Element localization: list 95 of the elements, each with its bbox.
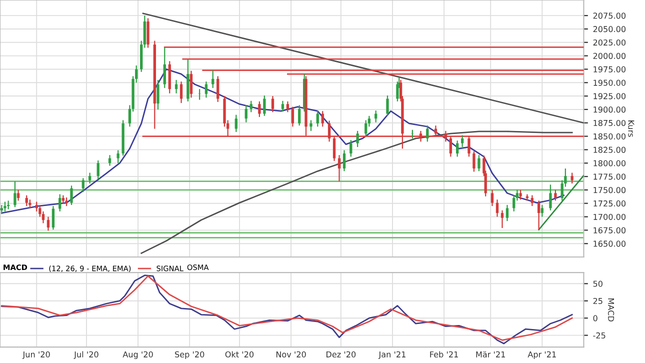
y-tick-label: 1700.00: [594, 214, 626, 220]
candlestick: [396, 81, 399, 102]
candlestick: [4, 201, 6, 212]
x-tick-label: Apr '21: [528, 351, 556, 359]
candlestick: [490, 189, 494, 207]
y-tick-label: 1925.00: [594, 93, 626, 100]
candlestick: [14, 180, 16, 208]
candlestick: [356, 130, 359, 148]
candlestick: [263, 94, 266, 116]
y-tick-label: 50: [593, 280, 602, 287]
y-tick-label: 1950.00: [594, 80, 626, 86]
candlestick: [342, 150, 346, 172]
candlestick: [16, 189, 20, 202]
y-tick-label: 25: [593, 298, 602, 304]
y-tick-label: 1800.00: [594, 160, 626, 166]
candlestick: [250, 100, 252, 113]
candlestick: [537, 200, 540, 230]
candlestick: [460, 134, 464, 148]
y-tick-label: 1900.00: [594, 106, 626, 113]
candlestick: [540, 204, 544, 218]
x-tick-label: Okt '20: [225, 351, 254, 358]
candlestick: [570, 172, 574, 184]
y-tick-label: 1825.00: [594, 146, 626, 153]
x-tick-label: Mär '21: [476, 351, 505, 358]
candlestick: [156, 79, 160, 110]
y-tick-label: 2050.00: [593, 26, 626, 32]
y-tick-label: -25: [593, 332, 606, 338]
candlestick: [216, 76, 220, 102]
x-tick-label: Jul '20: [74, 351, 98, 359]
x-tick-label: Nov '20: [276, 351, 306, 358]
candlestick: [96, 160, 100, 180]
x-tick-label: Feb '21: [430, 351, 458, 358]
candlestick: [281, 100, 284, 112]
candlestick: [25, 194, 28, 207]
candlestick: [549, 184, 552, 211]
candlestick: [174, 79, 178, 94]
candlestick: [316, 110, 319, 128]
candlestick: [180, 81, 183, 104]
candlestick: [271, 95, 274, 113]
candlestick: [554, 189, 557, 202]
candlestick: [82, 178, 84, 193]
candlestick: [530, 194, 534, 207]
candlestick: [500, 210, 504, 229]
candlestick: [310, 120, 312, 132]
candlestick: [286, 100, 290, 113]
x-tick-label: Jan '21: [378, 351, 406, 359]
candlestick: [234, 114, 238, 133]
candlestick: [146, 18, 150, 48]
x-tick-label: Dez '20: [326, 351, 356, 358]
y-tick-label: 1850.00: [594, 133, 626, 140]
candlestick: [338, 154, 341, 182]
y-tick-label: 1975.00: [594, 66, 626, 72]
y-axis-title: MACD: [608, 298, 614, 322]
candlestick: [386, 94, 389, 116]
candlestick: [70, 185, 73, 206]
candlestick: [163, 46, 166, 89]
candlestick: [244, 104, 248, 123]
x-tick-label: Jun '20: [22, 351, 50, 359]
candlestick: [190, 70, 193, 98]
y-tick-label: 2075.00: [593, 12, 626, 19]
candlestick: [496, 199, 499, 218]
y-tick-label: 1675.00: [594, 227, 626, 234]
candlestick: [374, 110, 378, 123]
y-tick-label: 1650.00: [594, 240, 626, 247]
candlestick: [0, 204, 3, 215]
y-tick-label: 2000.00: [593, 52, 626, 59]
x-tick-label: Sep '20: [175, 351, 204, 359]
y-tick-label: 1775.00: [594, 174, 626, 180]
candlestick: [456, 140, 459, 158]
candlestick: [204, 81, 208, 98]
y-tick-label: 0: [593, 315, 598, 322]
candlestick: [519, 189, 522, 200]
candlestick: [478, 154, 480, 172]
candlestick: [506, 204, 509, 222]
candlestick: [88, 172, 92, 184]
candlestick: [350, 139, 352, 158]
x-tick-label: Aug '20: [122, 351, 153, 359]
candlestick: [321, 110, 324, 128]
candlestick: [298, 104, 301, 126]
y-tick-label: 1725.00: [594, 200, 626, 207]
candlestick: [472, 150, 476, 172]
candlestick: [291, 106, 294, 128]
candlestick: [198, 88, 201, 100]
candlestick: [58, 194, 62, 212]
line-series: [140, 130, 573, 254]
y-axis-title: Kurs: [628, 120, 634, 137]
candlestick: [116, 150, 120, 164]
candlestick: [364, 120, 368, 137]
y-tick-label: 2025.00: [593, 39, 626, 46]
candlestick: [258, 100, 261, 118]
y-tick-label: 1750.00: [594, 187, 626, 194]
candlestick: [426, 124, 429, 142]
candlestick: [52, 205, 55, 230]
y-tick-label: 1875.00: [594, 120, 626, 126]
candlestick: [46, 216, 50, 232]
